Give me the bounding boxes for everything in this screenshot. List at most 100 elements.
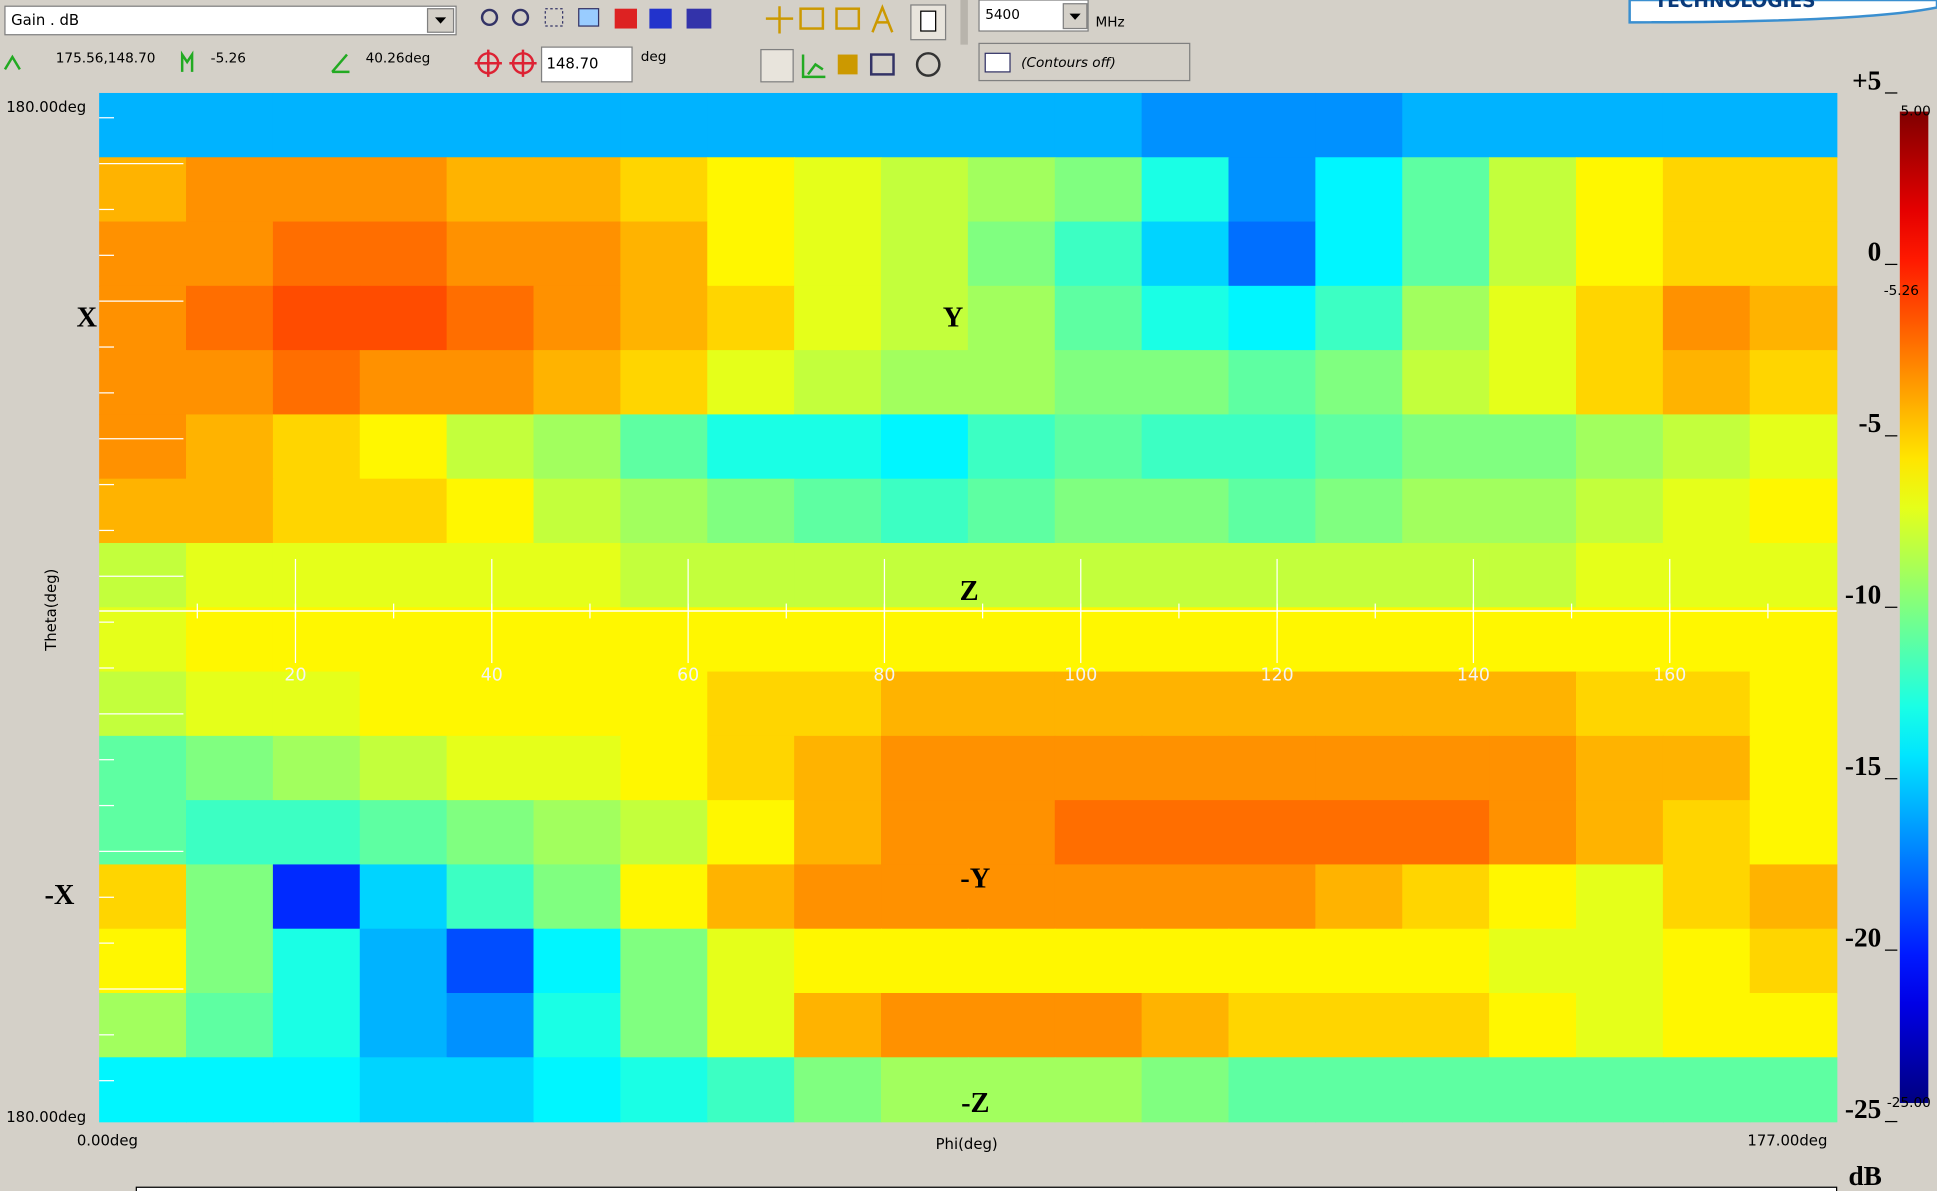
heatmap-cell — [446, 671, 535, 737]
cursor-icon[interactable] — [765, 6, 794, 34]
heatmap-cell — [1054, 157, 1143, 223]
heatmap-cell — [1402, 350, 1490, 416]
heatmap-cell — [359, 92, 448, 159]
heatmap-cell — [967, 478, 1056, 544]
dropdown-arrow — [434, 17, 447, 24]
heatmap-cell — [881, 735, 969, 801]
heatmap-cell — [1228, 478, 1317, 544]
heatmap-cell — [1402, 928, 1490, 994]
heatmap-cell — [1402, 735, 1490, 801]
heatmap-cell — [620, 478, 709, 544]
tool-icon[interactable] — [799, 7, 825, 30]
heatmap-cell — [620, 1057, 709, 1123]
cut-angle-input[interactable] — [540, 46, 633, 83]
heatmap-cell — [446, 414, 535, 480]
heatmap-cell — [1662, 221, 1751, 287]
heatmap-cell — [272, 993, 361, 1059]
heatmap-cell — [620, 92, 709, 159]
heatmap-cell — [1228, 928, 1317, 994]
heatmap-cell — [1489, 993, 1577, 1059]
heatmap-cell — [1662, 542, 1751, 609]
zoom-icon[interactable] — [511, 8, 530, 27]
heatmap-cell — [533, 800, 622, 866]
cut-unit: deg — [641, 49, 667, 65]
heatmap-cell — [1402, 414, 1490, 480]
cut-icon[interactable] — [477, 52, 500, 75]
heatmap-cell — [881, 864, 969, 930]
heatmap-cell — [620, 221, 709, 287]
colorbar-tick-label: -20 — [1845, 922, 1881, 952]
zoom-icon[interactable] — [480, 8, 499, 27]
heatmap-cell — [533, 542, 622, 609]
heatmap-cell — [1662, 993, 1751, 1059]
logo-text: TECHNOLOGIES — [1654, 0, 1815, 12]
heatmap-cell — [620, 414, 709, 480]
heatmap-cell — [446, 864, 535, 930]
heatmap-cell — [1489, 157, 1577, 223]
heatmap-cell — [794, 993, 882, 1059]
heatmap-cell — [1315, 221, 1403, 287]
heatmap-cell — [359, 735, 448, 801]
heatmap-cell — [1228, 671, 1317, 737]
heatmap-cell — [1402, 1057, 1490, 1123]
heatmap-cell — [533, 221, 622, 287]
heatmap-cell — [1575, 1057, 1664, 1123]
heatmap-cell — [186, 221, 274, 287]
cursor-pos-icon — [3, 54, 21, 71]
heatmap-cell — [967, 542, 1056, 609]
heatmap-cell — [1054, 92, 1143, 159]
view-icon[interactable] — [578, 8, 600, 27]
heatmap-cell — [1489, 221, 1577, 287]
heatmap-cell — [1141, 285, 1230, 351]
heatmap-cell — [707, 864, 795, 930]
plot-icon[interactable] — [837, 54, 858, 75]
colorbar-tick-label: -15 — [1845, 751, 1881, 781]
plot-button[interactable] — [760, 48, 794, 83]
heatmap-cell — [1662, 478, 1751, 544]
heatmap-cell — [446, 800, 535, 866]
heatmap-cell — [707, 542, 795, 609]
y-top-label: 180.00deg — [6, 98, 86, 116]
heatmap-cell — [186, 414, 274, 480]
scale-icon[interactable] — [686, 8, 712, 29]
heatmap-cell — [1489, 1057, 1577, 1123]
heatmap-cell — [533, 478, 622, 544]
heatmap-cell — [1228, 800, 1317, 866]
plot-icon[interactable] — [801, 54, 826, 79]
heatmap-cell — [1315, 285, 1403, 351]
cut-icon[interactable] — [511, 52, 535, 75]
toolbar-icons — [3, 0, 968, 83]
heatmap-cell — [707, 221, 795, 287]
heatmap-cell — [446, 928, 535, 994]
heatmap-cell — [1315, 800, 1403, 866]
zoom-box-icon[interactable] — [544, 8, 564, 27]
cut-icons[interactable] — [474, 49, 537, 77]
polar-icon[interactable] — [915, 52, 941, 77]
x-tick-label: 160 — [1653, 665, 1686, 685]
heatmap-cell — [359, 350, 448, 416]
heatmap-cell — [1749, 221, 1838, 287]
heatmap-cell — [1228, 157, 1317, 223]
heatmap-cell — [881, 800, 969, 866]
contours-button[interactable] — [978, 42, 1191, 82]
plot-icon[interactable] — [869, 53, 895, 76]
quantity-dropdown[interactable] — [4, 5, 457, 36]
heatmap-cell — [446, 1057, 535, 1123]
heatmap-cell — [1402, 285, 1490, 351]
heatmap-cell — [620, 928, 709, 994]
palette-icon[interactable] — [614, 8, 637, 29]
heatmap-cell — [1575, 285, 1664, 351]
heatmap-cell — [794, 221, 882, 287]
tool-icon[interactable] — [835, 7, 861, 30]
heatmap-cell — [1575, 414, 1664, 480]
palette-icon[interactable] — [649, 8, 672, 29]
heatmap-cell — [272, 864, 361, 930]
heatmap-cell — [794, 928, 882, 994]
heatmap-cell — [881, 157, 969, 223]
heatmap-cell — [359, 993, 448, 1059]
heatmap-cell — [446, 221, 535, 287]
tool-icon[interactable] — [871, 4, 894, 33]
heatmap-cell — [1575, 542, 1664, 609]
heatmap-cell — [620, 285, 709, 351]
direction-label: Y — [943, 302, 964, 333]
